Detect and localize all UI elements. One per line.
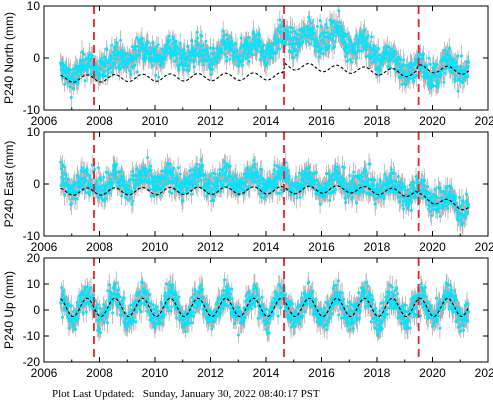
x-tick-label: 2012 (197, 114, 224, 128)
x-tick-label: 2012 (197, 240, 224, 254)
x-tick-label: 2020 (419, 366, 446, 380)
x-tick-label: 2014 (253, 366, 280, 380)
x-tick-label: 2008 (86, 240, 113, 254)
plot-area (59, 271, 471, 344)
x-tick-label: 2006 (31, 366, 58, 380)
y-tick-label: -10 (23, 229, 41, 243)
x-tick-label: 2008 (86, 366, 113, 380)
x-tick-label: 2018 (364, 240, 391, 254)
y-tick-label: -10 (23, 329, 41, 343)
x-tick-label: 2016 (308, 366, 335, 380)
x-tick-label: 2016 (308, 114, 335, 128)
y-tick-label: 0 (33, 303, 40, 317)
x-tick-label: 2008 (86, 114, 113, 128)
plot-area (59, 6, 471, 108)
y-tick-label: 10 (27, 277, 41, 291)
chart-panel-3: 200620082010201220142016201820202022-20-… (2, 251, 493, 380)
x-tick-label: 2016 (308, 240, 335, 254)
x-tick-label: 2020 (419, 240, 446, 254)
chart-panel-1: 2006 2008 2010 2012 2014 2016 2018 2020 2022 -10 0… (2, 0, 493, 128)
x-tick-label: 2010 (142, 114, 169, 128)
plot-area (59, 148, 471, 235)
footer-timestamp: Sunday, January 30, 2022 08:40:17 PST (142, 388, 320, 400)
observation-points (59, 278, 471, 337)
y-tick-label: 10 (27, 0, 41, 13)
y-tick-label: 10 (27, 125, 41, 139)
x-tick-label: 2012 (197, 366, 224, 380)
y-tick-label: 20 (27, 251, 41, 265)
x-tick-label: 2018 (364, 366, 391, 380)
y-axis-label: P240 East (mm) (2, 141, 16, 228)
model-line (60, 297, 470, 318)
y-tick-label: -20 (23, 355, 41, 369)
x-tick-label: 2022 (475, 366, 493, 380)
x-tick-label: 2006 (31, 240, 58, 254)
y-tick-label: -10 (23, 103, 41, 117)
x-tick-label: 2010 (142, 366, 169, 380)
x-tick-label: 2018 (364, 114, 391, 128)
model-line (60, 185, 469, 211)
x-tick-label: 2006 (31, 114, 58, 128)
observation-points (59, 9, 471, 99)
footer-label: Plot Last Updated: (52, 388, 135, 400)
x-tick-label: 2010 (142, 240, 169, 254)
model-line (60, 62, 469, 83)
x-tick-label: 2020 (419, 114, 446, 128)
y-axis-label: P240 North (mm) (2, 12, 16, 104)
y-tick-label: 0 (33, 177, 40, 191)
plot-updated-footer: Plot Last Updated: Sunday, January 30, 2… (52, 388, 320, 400)
y-axis-label: P240 Up (mm) (2, 271, 16, 349)
x-tick-label: 2022 (475, 114, 493, 128)
x-tick-label: 2014 (253, 114, 280, 128)
y-tick-label: 0 (33, 51, 40, 65)
chart-panel-2: 2006 2008 2010 2012 2014 2016 2018 2020 2022 -10 0… (2, 125, 493, 254)
x-tick-label: 2022 (475, 240, 493, 254)
x-tick-label: 2014 (253, 240, 280, 254)
